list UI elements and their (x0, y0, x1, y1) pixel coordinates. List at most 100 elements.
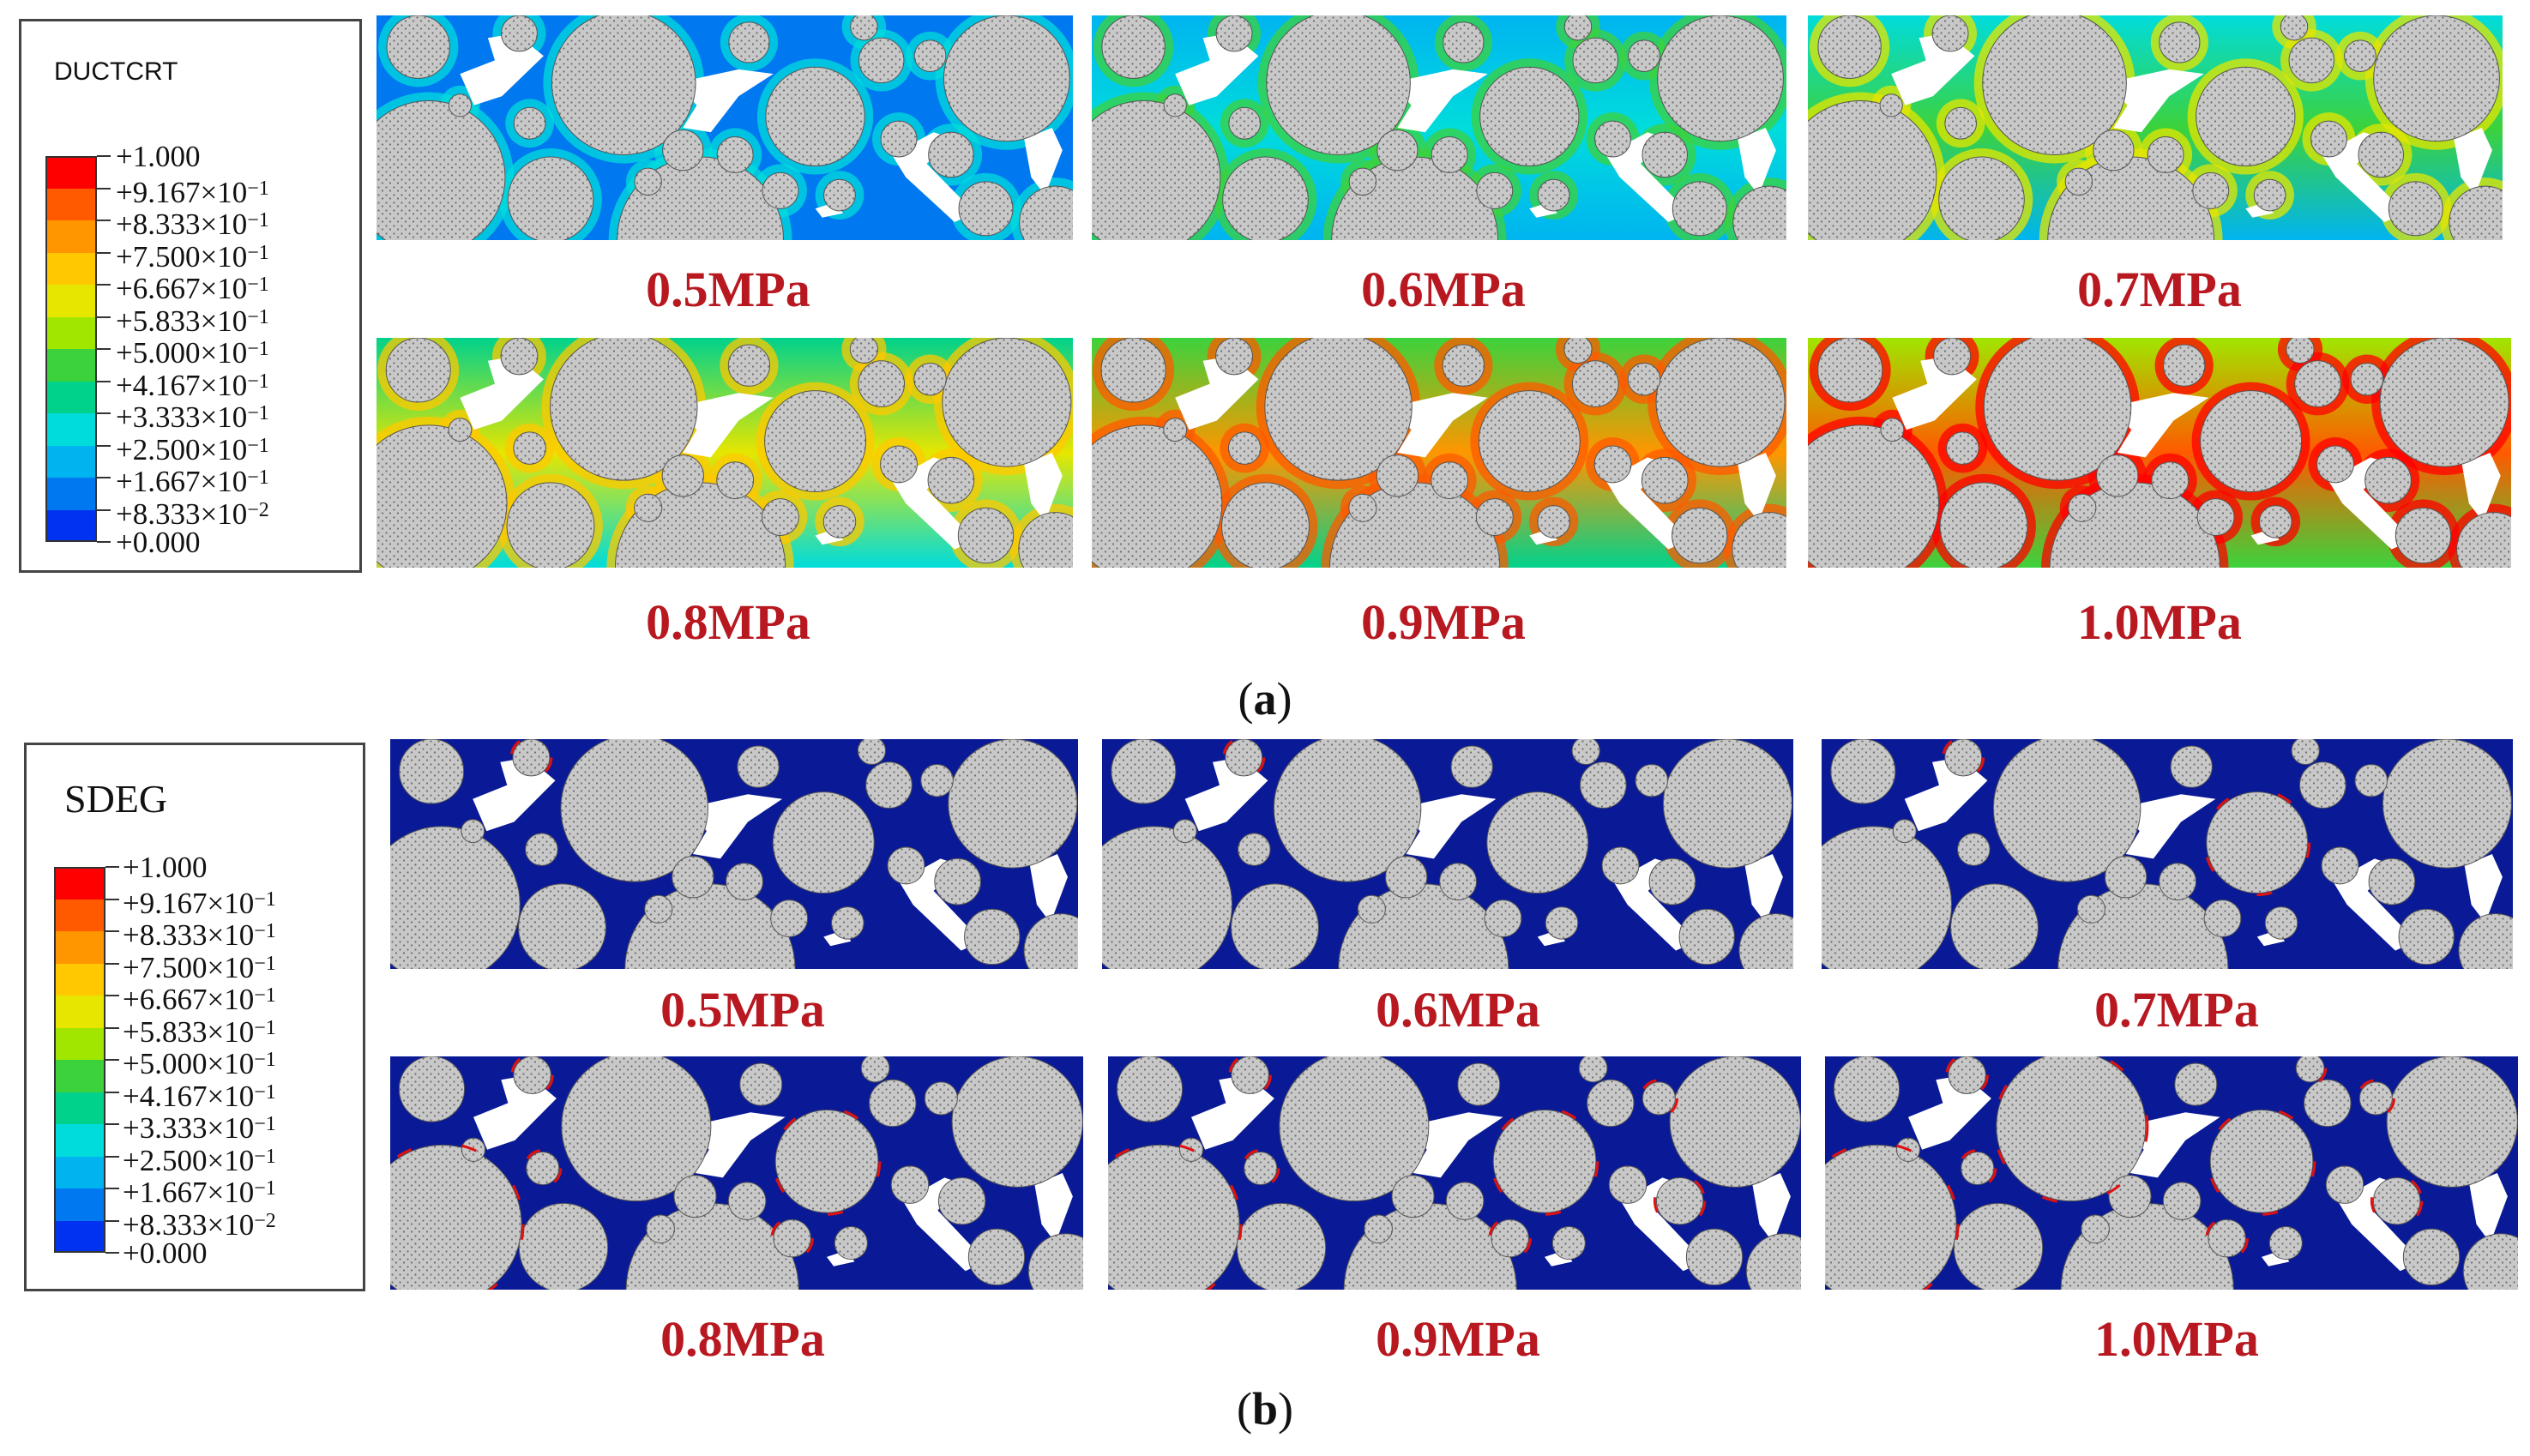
aggregate-particle (764, 390, 867, 493)
aggregate-particle (1641, 131, 1688, 178)
aggregate-particle (951, 1056, 1083, 1188)
aggregate-particle (1931, 15, 1969, 52)
aggregate-particle (2076, 894, 2105, 924)
aggregate-particle (880, 445, 918, 484)
aggregate-particle (762, 498, 799, 536)
panel-a-5 (1092, 338, 1786, 568)
aggregate-particle (869, 1079, 917, 1128)
mesh-plot (1808, 338, 2511, 568)
pore (2106, 69, 2204, 133)
aggregate-particle (1100, 338, 1166, 403)
aggregate-particle (1825, 1144, 1957, 1290)
aggregate-particle (644, 894, 673, 924)
legend-tick-label: +9.167×10−1 (116, 175, 269, 209)
aggregate-particle (1478, 390, 1581, 493)
legend-tick-label: +5.000×10−1 (123, 1047, 276, 1080)
legend-swatch (45, 349, 97, 382)
aggregate-particle (513, 431, 546, 465)
aggregate-particle (1491, 1218, 1529, 1258)
aggregate-particle (2159, 21, 2201, 63)
legend-swatch (54, 963, 105, 996)
legend-tick-label: +5.000×10−1 (116, 336, 269, 370)
aggregate-particle (1376, 129, 1419, 171)
aggregate-particle (1018, 512, 1073, 568)
aggregate-particle (1457, 1062, 1501, 1106)
mesh-plot (1108, 1056, 1801, 1290)
panel-b-6 (1825, 1056, 2518, 1290)
aggregate-particle (1391, 1175, 1435, 1218)
aggregate-particle (1376, 454, 1419, 497)
aggregate-particle (1641, 1081, 1676, 1116)
aggregate-particle (1551, 1226, 1586, 1260)
aggregate-particle (2288, 37, 2334, 84)
legend-tick (97, 412, 111, 414)
aggregate-particle (2344, 39, 2376, 72)
aggregate-particle (1092, 424, 1223, 568)
aggregate-particle (858, 360, 906, 407)
legend-swatch (45, 285, 97, 317)
crack-trace (1222, 739, 1266, 779)
legend-tick (105, 1188, 119, 1189)
pore (2464, 854, 2503, 924)
pressure-label: 0.6MPa (1361, 262, 1526, 317)
legend-swatch (54, 1220, 105, 1253)
aggregate-particle (1662, 739, 1792, 869)
crack-trace (1490, 1107, 1599, 1216)
mesh-plot (1092, 338, 1786, 568)
aggregate-particle (1215, 15, 1253, 52)
aggregate-particle (673, 1175, 717, 1218)
aggregate-particle (1808, 424, 1940, 568)
crack-trace (1241, 1149, 1280, 1188)
legend-swatch (54, 899, 105, 931)
aggregate-particle (526, 1152, 560, 1186)
legend-tick (105, 1059, 119, 1061)
aggregate-particle (770, 899, 809, 937)
aggregate-particle (1101, 15, 1166, 79)
aggregate-particle (1111, 739, 1177, 804)
aggregate-particle (2364, 456, 2412, 504)
pressure-label: 1.0MPa (2094, 1311, 2259, 1367)
aggregate-particle (1537, 505, 1570, 538)
aggregate-particle (2382, 739, 2512, 869)
aggregate-particle (1957, 833, 1991, 866)
aggregate-particle (958, 181, 1014, 237)
aggregate-particle (1023, 913, 1078, 969)
legend-tick-label: +0.000 (123, 1236, 208, 1270)
pore (2110, 393, 2209, 458)
legend-tick (97, 348, 111, 350)
legend-ductcrt: DUCTCRT +1.000 +9.167×10−1 +8.333×10−1 +7.5… (19, 19, 362, 573)
aggregate-particle (934, 857, 981, 905)
aggregate-particle (1982, 15, 2127, 155)
crack-trace (772, 1107, 882, 1216)
aggregate-particle (1442, 344, 1485, 387)
aggregate-particle (1627, 362, 1661, 396)
aggregate-particle (1571, 360, 1619, 407)
legend-tick-label: +1.000 (116, 140, 201, 173)
pore (2337, 1177, 2421, 1272)
aggregate-particle (1961, 1152, 1995, 1186)
aggregate-particle (2253, 178, 2286, 212)
aggregate-particle (448, 418, 473, 442)
aggregate-particle (1983, 338, 2132, 481)
pressure-label: 0.6MPa (1376, 982, 1540, 1038)
aggregate-particle (1996, 1056, 2147, 1202)
aggregate-particle (2162, 1182, 2202, 1220)
pressure-label: 0.9MPa (1361, 594, 1526, 650)
crack-trace (1488, 1216, 1532, 1260)
aggregate-particle (1431, 135, 1468, 173)
pore (1613, 858, 1697, 951)
aggregate-particle (2174, 1062, 2218, 1106)
legend-tick (105, 866, 119, 868)
aggregate-particle (2402, 1228, 2461, 1286)
aggregate-particle (1950, 883, 2039, 969)
aggregate-particle (2291, 739, 2320, 765)
legend-tick (105, 1123, 119, 1125)
aggregate-particle (773, 1218, 811, 1258)
subfigure-label-a: (a) (1238, 673, 1292, 725)
aggregate-particle (2294, 360, 2341, 407)
pore (2328, 457, 2413, 550)
aggregate-particle (920, 763, 954, 797)
aggregate-particle (518, 1202, 609, 1290)
aggregate-particle (1537, 178, 1570, 212)
mesh-plot (1822, 739, 2513, 969)
